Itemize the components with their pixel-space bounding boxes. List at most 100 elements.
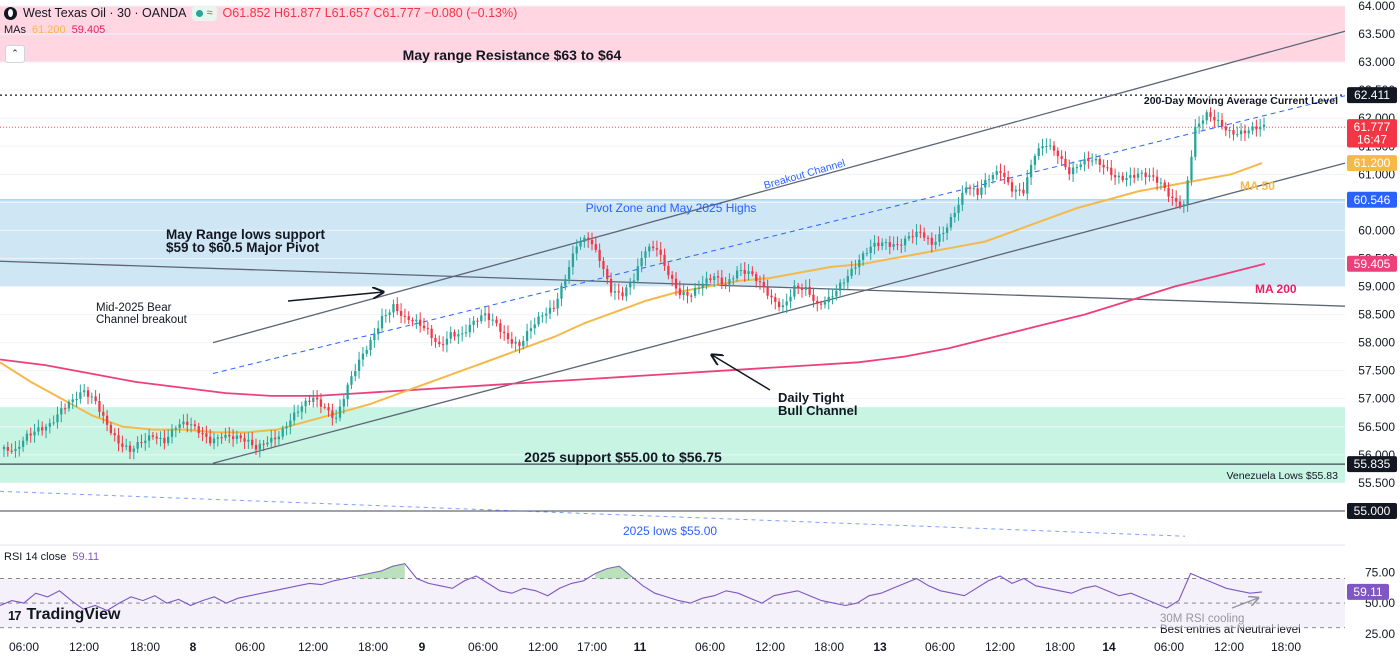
tradingview-logo[interactable]: 17 TradingView bbox=[8, 606, 120, 624]
candle bbox=[613, 283, 617, 300]
candle-body bbox=[44, 426, 48, 431]
candle-body bbox=[1064, 158, 1067, 168]
candle-body bbox=[21, 440, 25, 447]
candle-body bbox=[613, 291, 617, 293]
candle bbox=[797, 282, 800, 295]
candle-body bbox=[86, 390, 90, 397]
candle-body bbox=[919, 231, 922, 233]
candle-body bbox=[590, 240, 594, 245]
candle-body bbox=[842, 282, 846, 284]
candle-body bbox=[105, 415, 109, 425]
candle-body bbox=[583, 237, 586, 242]
candle-body bbox=[632, 280, 636, 283]
candle-body bbox=[831, 296, 834, 298]
candle-body bbox=[1247, 130, 1250, 134]
candle bbox=[1224, 122, 1227, 137]
candle-body bbox=[262, 443, 265, 445]
candle bbox=[1213, 109, 1216, 129]
time-tick-3: 8 bbox=[190, 640, 197, 654]
candle-body bbox=[861, 253, 865, 260]
candle bbox=[923, 227, 926, 242]
candle bbox=[1029, 159, 1033, 185]
candle bbox=[911, 229, 914, 244]
candle bbox=[884, 238, 888, 251]
candle-body bbox=[83, 390, 86, 393]
candle-body bbox=[873, 242, 876, 247]
candle-body bbox=[766, 287, 769, 296]
candle bbox=[300, 401, 303, 420]
candle bbox=[651, 240, 655, 252]
candle-body bbox=[1037, 148, 1040, 156]
candle bbox=[430, 324, 433, 346]
candle-body bbox=[503, 331, 506, 334]
candle-body bbox=[293, 412, 296, 421]
candle-body bbox=[1022, 189, 1025, 194]
candle-body bbox=[1243, 130, 1247, 134]
price-axis[interactable]: 64.00063.50063.00062.50062.00061.50061.0… bbox=[1345, 0, 1400, 658]
price-tick-11: 58.500 bbox=[1358, 308, 1395, 322]
price-tag-bg-1 bbox=[1347, 119, 1397, 136]
candle-body bbox=[556, 298, 559, 309]
candle bbox=[315, 389, 319, 408]
candle-body bbox=[178, 424, 181, 428]
candle-body bbox=[1060, 156, 1063, 159]
candle bbox=[373, 327, 376, 348]
candle bbox=[972, 183, 975, 197]
candle bbox=[186, 413, 189, 433]
time-tick-8: 06:00 bbox=[468, 640, 498, 654]
candle bbox=[984, 172, 987, 195]
ma200-daily-label: 200-Day Moving Average Current Level bbox=[1144, 95, 1338, 107]
price-tag-bg-2 bbox=[1347, 131, 1397, 148]
candle-body bbox=[270, 437, 273, 443]
candle-body bbox=[903, 238, 907, 246]
candle-body bbox=[476, 320, 479, 322]
candle bbox=[6, 441, 9, 457]
collapse-legend-button[interactable]: ⌃ bbox=[5, 45, 25, 63]
candle bbox=[926, 235, 930, 245]
candle-body bbox=[136, 442, 139, 449]
candle bbox=[949, 213, 953, 231]
candle-body bbox=[323, 406, 326, 408]
chart-header: West Texas Oil · 30 · OANDA ≈ O61.852 H6… bbox=[4, 4, 517, 22]
candle-body bbox=[109, 424, 113, 434]
candle-body bbox=[1144, 172, 1147, 178]
candle bbox=[1094, 153, 1098, 165]
candle-body bbox=[819, 303, 823, 305]
candle bbox=[1209, 107, 1212, 122]
candle bbox=[457, 329, 460, 344]
candle-body bbox=[770, 295, 773, 298]
candle-body bbox=[827, 296, 830, 303]
candle bbox=[907, 231, 911, 241]
ma200-label: MA 200 bbox=[1255, 282, 1297, 296]
market-status-pill[interactable]: ≈ bbox=[192, 5, 217, 21]
candle-body bbox=[1236, 134, 1239, 136]
ma-legend[interactable]: MAs 61.200 59.405 bbox=[4, 24, 105, 36]
candle bbox=[701, 275, 704, 296]
candle bbox=[1091, 153, 1094, 166]
candle bbox=[1182, 200, 1185, 214]
candle-body bbox=[453, 332, 456, 337]
candle bbox=[1083, 152, 1086, 172]
time-axis[interactable]: 06:00 12:00 18:00 8 06:00 12:00 18:00 9 06:00 12:… bbox=[9, 640, 1301, 654]
candle-body bbox=[67, 402, 71, 409]
candle-body bbox=[923, 232, 926, 238]
candles-layer bbox=[2, 107, 1266, 460]
candle bbox=[327, 403, 330, 417]
candle bbox=[785, 293, 788, 314]
candle-body bbox=[1152, 175, 1155, 177]
candle bbox=[1148, 168, 1151, 182]
candle-body bbox=[609, 278, 613, 293]
candle-body bbox=[755, 274, 758, 282]
candle bbox=[663, 248, 666, 271]
rsi-legend[interactable]: RSI 14 close 59.11 bbox=[4, 551, 99, 563]
candle bbox=[132, 445, 135, 460]
candle bbox=[953, 206, 956, 223]
symbol-title[interactable]: West Texas Oil · 30 · OANDA bbox=[23, 6, 187, 20]
resistance-zone-label: May range Resistance $63 to $64 bbox=[403, 47, 622, 63]
rsi-tag: 59.11 bbox=[1353, 585, 1382, 599]
candle-body bbox=[1102, 164, 1105, 168]
candle-body bbox=[525, 330, 529, 342]
candle-body bbox=[1251, 126, 1254, 131]
candle-body bbox=[671, 275, 674, 279]
